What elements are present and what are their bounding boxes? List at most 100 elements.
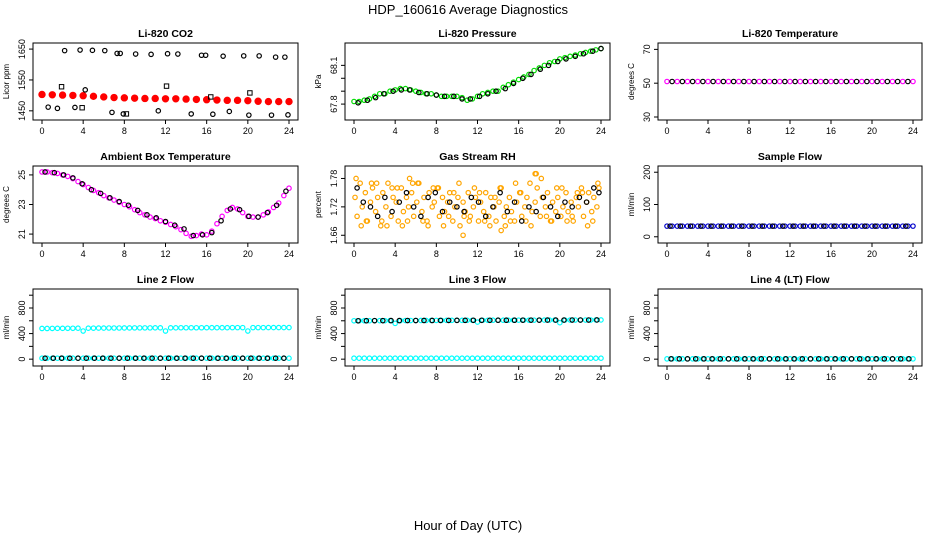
data-point [174,355,180,362]
data-point [478,317,485,324]
data-point [467,96,474,102]
data-point [188,324,195,331]
data-point [664,78,670,85]
data-point [406,175,413,182]
data-point [366,317,373,324]
data-point [698,223,704,229]
data-point [502,85,509,92]
data-point [223,355,230,362]
y-axis-label: Licor ppm [2,64,11,99]
data-point [580,213,587,220]
data-point [679,78,686,85]
data-point [359,204,366,210]
y-tick-label: 1.78 [329,170,339,188]
data-point [533,208,539,215]
data-point [77,47,83,53]
data-point [374,194,381,201]
data-point [99,355,106,362]
data-point [396,199,403,205]
data-point [464,97,471,104]
data-point [192,95,201,104]
data-point [82,87,89,93]
x-tick-label: 0 [351,372,356,382]
data-point [443,93,450,100]
x-tick-label: 20 [243,249,253,259]
data-point [817,223,824,229]
x-tick-label: 8 [122,249,127,259]
data-point [526,204,532,210]
y-tick-label: 0 [642,234,652,239]
data-point [209,324,215,331]
x-tick-label: 4 [81,249,86,259]
y-tick-label: 800 [17,300,27,315]
data-point [558,213,564,220]
data-point [383,204,389,210]
series-2 [355,45,604,106]
data-point [423,355,429,362]
data-point [741,78,747,85]
data-point [576,194,583,201]
data-point [254,97,262,105]
data-point [369,185,376,191]
data-point [858,356,865,362]
data-point [771,78,778,85]
data-point [552,208,559,215]
x-tick-label: 12 [160,126,170,136]
data-point [390,88,396,94]
data-point [792,78,798,85]
data-point [407,355,414,362]
panel-8: Line 3 Flow ml/min 0 4 8 12 16 20 24 0 400 800 [314,274,611,382]
data-point [264,209,271,216]
data-point [735,223,742,229]
data-point [474,355,481,362]
data-point [598,355,604,362]
data-point [199,232,206,238]
data-point [120,111,127,117]
series-1 [39,169,292,240]
data-point [466,218,473,224]
data-point [782,223,788,229]
data-point [735,356,742,362]
data-point [384,223,390,229]
data-point [526,355,532,362]
data-point [674,78,681,85]
data-point [584,223,591,229]
data-point [739,223,745,229]
data-point [374,213,381,220]
data-point [889,356,896,362]
data-point [497,189,503,196]
data-point [162,218,169,225]
data-point [126,325,133,331]
x-tick-label: 16 [514,372,524,382]
data-point [889,223,896,229]
data-point [843,356,850,362]
y-tick-label: 1450 [17,101,27,121]
data-point [39,325,45,332]
data-point [79,180,85,187]
data-point [141,94,149,103]
data-point [884,78,891,85]
data-point [587,48,594,54]
data-point [54,170,61,177]
data-point [245,328,251,334]
data-point [546,355,553,362]
data-point [544,189,551,196]
data-point [492,194,498,201]
data-point [889,78,896,85]
data-point [872,223,878,229]
data-point [456,180,462,187]
data-point [853,223,860,229]
data-point [239,209,246,216]
x-tick-label: 16 [826,372,836,382]
data-point [771,223,778,229]
data-point [461,208,467,215]
data-point [394,185,401,191]
data-point [531,317,537,323]
data-point [130,94,139,102]
data-point [151,94,159,103]
data-point [807,78,814,85]
data-point [157,325,164,331]
data-point [270,355,277,362]
data-point [503,204,510,210]
series-3 [355,317,600,324]
